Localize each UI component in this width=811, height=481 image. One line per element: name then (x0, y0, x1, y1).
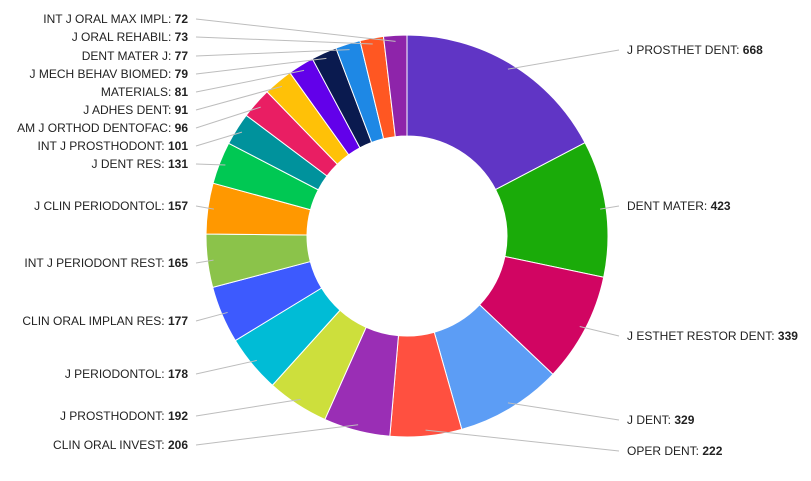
label-int-j-oral-max-impl: INT J ORAL MAX IMPL: 72 (43, 12, 188, 26)
label-name: DENT MATER J: (82, 49, 175, 63)
leader-line-j-esthet-restor-dent (579, 326, 620, 337)
label-name: OPER DENT: (627, 444, 702, 458)
label-value: 157 (168, 199, 188, 213)
label-value: 79 (175, 67, 189, 81)
label-value: 101 (168, 139, 188, 153)
label-am-j-orthod-dentofac: AM J ORTHOD DENTOFAC: 96 (17, 121, 188, 135)
label-name: J ORAL REHABIL: (72, 30, 175, 44)
label-value: 72 (175, 12, 189, 26)
label-value: 329 (674, 413, 694, 427)
leader-lines (195, 18, 620, 452)
label-name: J DENT: (627, 413, 674, 427)
label-j-adhes-dent: J ADHES DENT: 91 (83, 103, 188, 117)
label-value: 668 (743, 43, 763, 57)
label-j-prosthet-dent: J PROSTHET DENT: 668 (627, 43, 763, 57)
label-value: 339 (778, 329, 798, 343)
label-value: 131 (168, 157, 188, 171)
label-name: AM J ORTHOD DENTOFAC: (17, 121, 175, 135)
label-name: J ESTHET RESTOR DENT: (627, 329, 778, 343)
leader-line-am-j-orthod-dentofac (195, 106, 261, 129)
label-name: CLIN ORAL IMPLAN RES: (22, 314, 168, 328)
leader-line-clin-oral-implan-res (195, 311, 228, 322)
label-name: J CLIN PERIODONTOL: (34, 199, 168, 213)
leader-line-j-oral-rehabil (195, 36, 373, 45)
label-dent-mater: DENT MATER: 423 (627, 199, 731, 213)
label-j-dent-res: J DENT RES: 131 (92, 157, 189, 171)
leader-line-j-prosthet-dent (507, 49, 620, 70)
leader-line-j-clin-periodontol (195, 205, 214, 210)
slice-int-j-oral-max-impl[interactable] (382, 34, 408, 138)
label-name: J ADHES DENT: (83, 103, 174, 117)
label-j-mech-behav-biomed: J MECH BEHAV BIOMED: 79 (30, 67, 189, 81)
label-int-j-periodont-rest: INT J PERIODONT REST: 165 (24, 256, 188, 270)
label-value: 96 (175, 121, 189, 135)
leader-line-j-adhes-dent (195, 85, 283, 111)
label-value: 77 (175, 49, 189, 63)
label-clin-oral-implan-res: CLIN ORAL IMPLAN RES: 177 (22, 314, 188, 328)
label-value: 81 (175, 85, 189, 99)
label-j-clin-periodontol: J CLIN PERIODONTOL: 157 (34, 199, 188, 213)
leader-line-j-mech-behav-biomed (195, 57, 327, 75)
label-value: 91 (175, 103, 189, 117)
leader-line-j-prosthodont (195, 398, 301, 417)
label-value: 177 (168, 314, 188, 328)
leader-line-dent-mater-j (195, 49, 350, 57)
leader-line-j-dent-res (195, 163, 226, 166)
label-name: INT J PROSTHODONT: (38, 139, 168, 153)
label-name: CLIN ORAL INVEST: (53, 438, 168, 452)
label-j-oral-rehabil: J ORAL REHABIL: 73 (72, 30, 189, 44)
label-clin-oral-invest: CLIN ORAL INVEST: 206 (53, 438, 188, 452)
leader-line-dent-mater (600, 205, 620, 210)
donut-slices (205, 34, 609, 438)
label-value: 192 (168, 409, 188, 423)
label-value: 178 (168, 367, 188, 381)
leader-line-clin-oral-invest (195, 424, 359, 446)
leader-line-oper-dent (425, 429, 620, 452)
label-int-j-prosthodont: INT J PROSTHODONT: 101 (38, 139, 189, 153)
leader-line-int-j-prosthodont (195, 131, 243, 147)
label-name: DENT MATER: (627, 199, 711, 213)
leader-line-int-j-oral-max-impl (195, 18, 396, 42)
label-name: J MECH BEHAV BIOMED: (30, 67, 175, 81)
leader-line-int-j-periodont-rest (195, 259, 214, 264)
label-j-esthet-restor-dent: J ESTHET RESTOR DENT: 339 (627, 329, 798, 343)
leader-line-j-dent (507, 402, 620, 421)
label-j-prosthodont: J PROSTHODONT: 192 (60, 409, 188, 423)
label-name: J PERIODONTOL: (65, 367, 168, 381)
slice-labels: J PROSTHET DENT: 668 DENT MATER: 423 J EST… (17, 12, 798, 458)
label-name: J PROSTHODONT: (60, 409, 168, 423)
label-name: MATERIALS: (101, 85, 175, 99)
label-value: 165 (168, 256, 188, 270)
label-materials: MATERIALS: 81 (101, 85, 188, 99)
leader-line-j-periodontol (195, 359, 257, 375)
label-name: J DENT RES: (92, 157, 168, 171)
label-value: 423 (711, 199, 731, 213)
label-name: J PROSTHET DENT: (627, 43, 743, 57)
label-dent-mater-j: DENT MATER J: 77 (82, 49, 189, 63)
label-oper-dent: OPER DENT: 222 (627, 444, 723, 458)
label-value: 206 (168, 438, 188, 452)
label-name: INT J ORAL MAX IMPL: (43, 12, 174, 26)
label-value: 73 (175, 30, 189, 44)
leader-line-materials (195, 69, 305, 93)
label-j-dent: J DENT: 329 (627, 413, 695, 427)
label-j-periodontol: J PERIODONTOL: 178 (65, 367, 188, 381)
label-value: 222 (702, 444, 722, 458)
label-name: INT J PERIODONT REST: (24, 256, 168, 270)
slice-j-prosthet-dent[interactable] (406, 34, 586, 191)
